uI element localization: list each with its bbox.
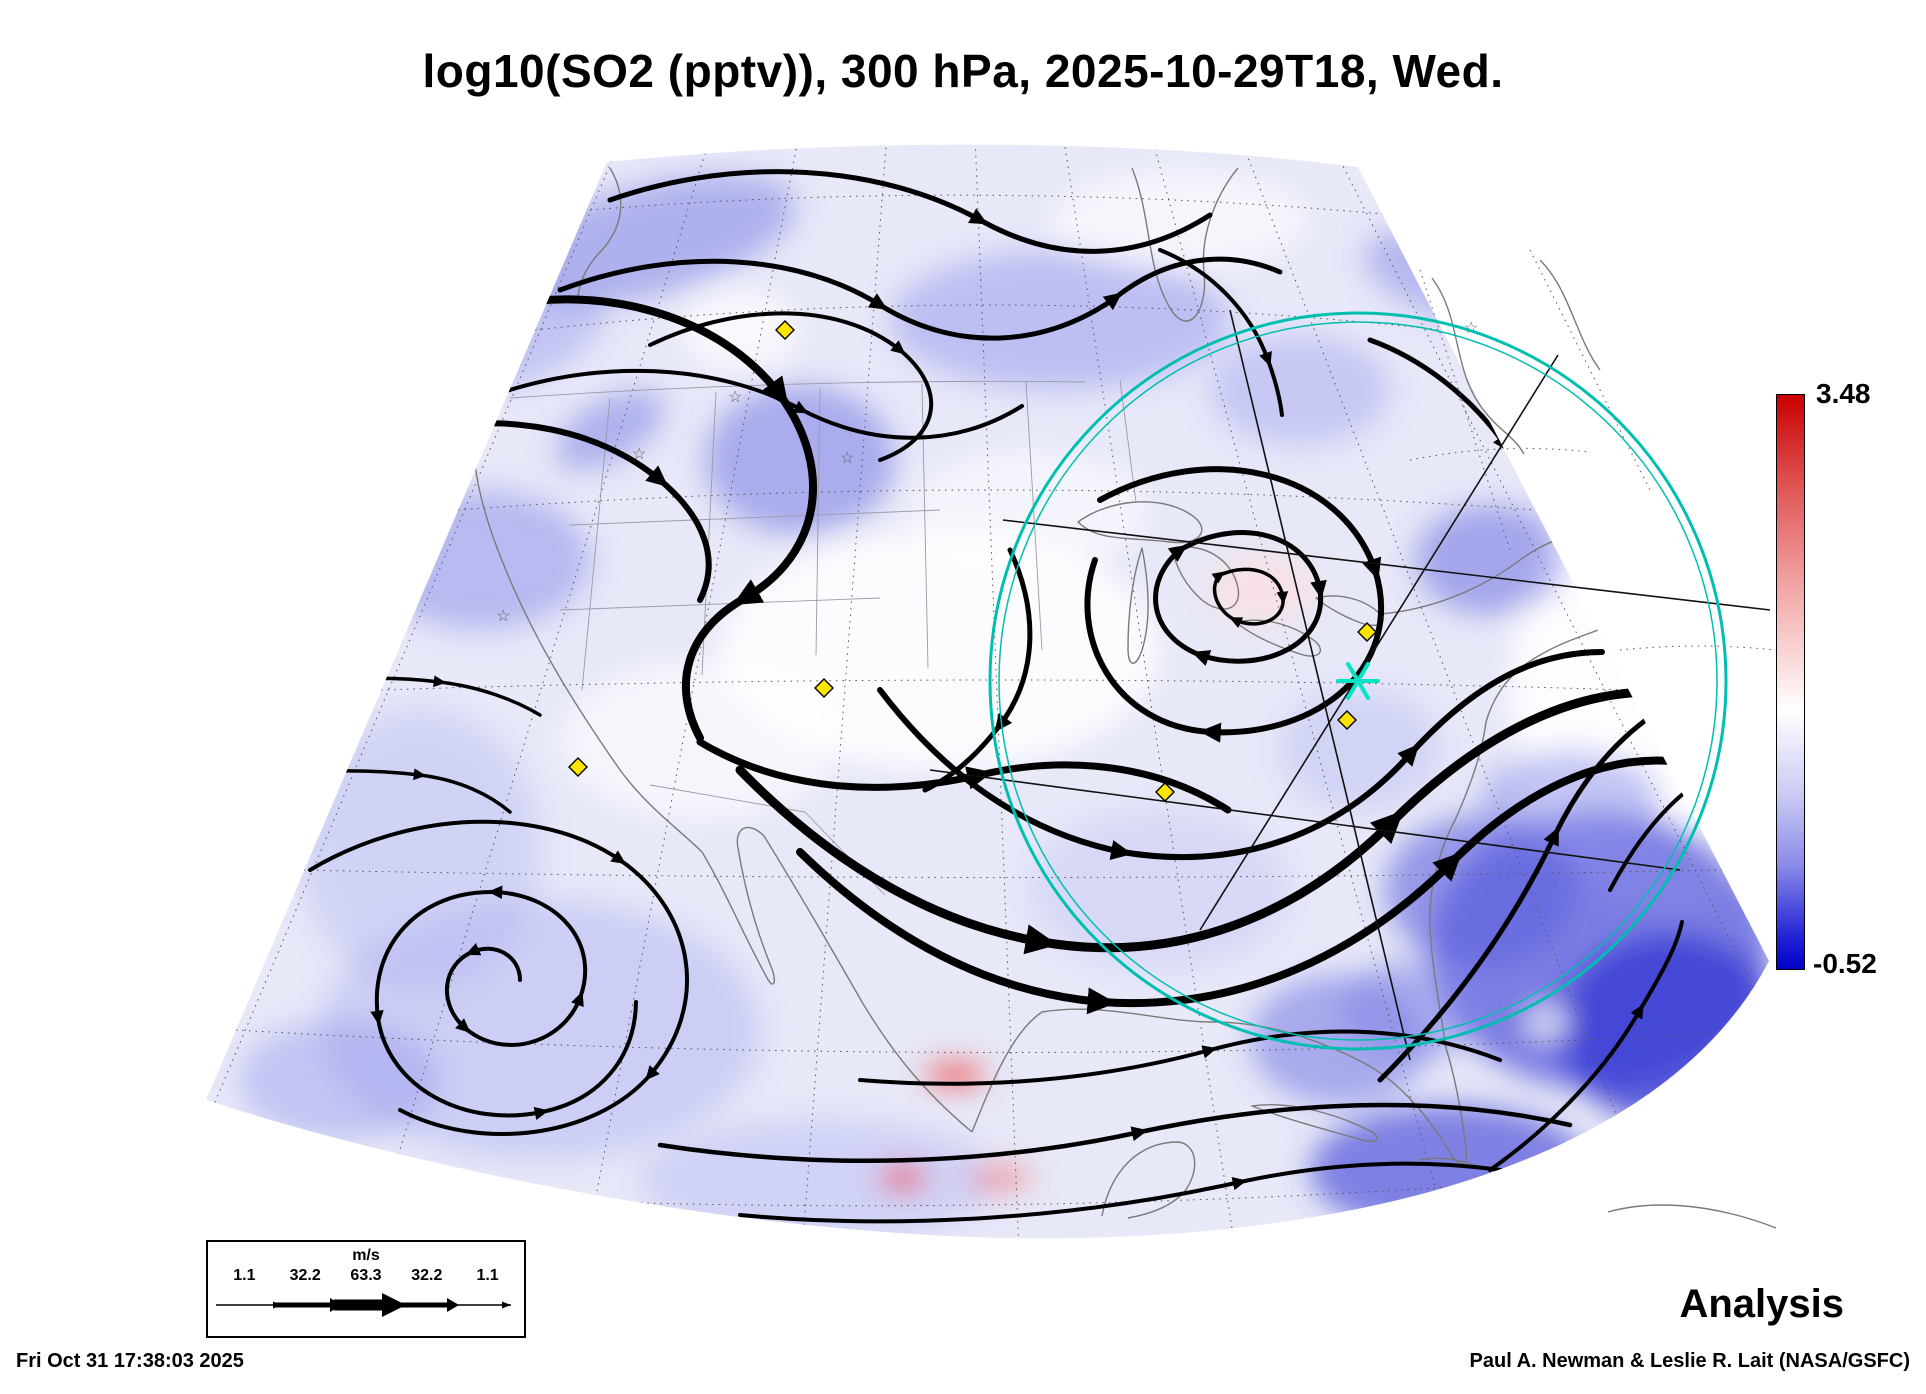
svg-text:☆: ☆: [632, 446, 646, 463]
track-line: [1199, 354, 1559, 931]
svg-text:☆: ☆: [728, 389, 742, 406]
city-star-icons: ☆ ☆ ☆ ☆: [496, 389, 854, 625]
ring-center-star-icon: [1336, 662, 1380, 700]
range-ring: [988, 311, 1728, 1051]
colorbar-max-label: 3.48: [1816, 378, 1871, 409]
wind-legend-tick: 32.2: [411, 1267, 443, 1284]
wind-legend-tick: 32.2: [289, 1267, 321, 1284]
map-canvas: ☆ ☆ ☆ ☆ ☆: [206, 144, 1777, 1239]
wind-legend-tick: 1.1: [233, 1267, 256, 1284]
wind-legend-tick: 63.3: [350, 1267, 382, 1284]
analysis-label: Analysis: [1679, 1282, 1844, 1326]
page-title: log10(SO2 (pptv)), 300 hPa, 2025-10-29T1…: [422, 45, 1504, 97]
track-line: [1002, 519, 1771, 611]
colorbar: [1776, 394, 1805, 970]
svg-text:☆: ☆: [496, 608, 510, 625]
station-diamond-marker: [1155, 782, 1175, 802]
wind-legend-units: m/s: [352, 1247, 380, 1264]
wind-legend-ticks: 1.1 32.2 63.3 32.2 1.1: [208, 1267, 524, 1285]
wind-legend-tick: 1.1: [476, 1267, 499, 1284]
track-line: [1229, 309, 1411, 1061]
station-diamond-marker: [1357, 622, 1377, 642]
station-diamond-marker: [568, 757, 588, 777]
station-diamond-marker: [1337, 710, 1357, 730]
wind-legend-arrow-scale: [216, 1293, 511, 1317]
station-markers: [568, 320, 1377, 802]
wind-speed-legend: m/s 1.1 32.2 63.3 32.2 1.1: [206, 1240, 526, 1338]
track-lines: [929, 309, 1771, 1061]
svg-text:☆: ☆: [840, 450, 854, 467]
track-line: [929, 769, 1681, 871]
footer-credit: Paul A. Newman & Leslie R. Lait (NASA/GS…: [1469, 1350, 1910, 1372]
footer-timestamp: Fri Oct 31 17:38:03 2025: [16, 1350, 244, 1372]
station-diamond-marker: [775, 320, 795, 340]
colorbar-min-label: -0.52: [1813, 948, 1877, 979]
station-diamond-marker: [814, 678, 834, 698]
